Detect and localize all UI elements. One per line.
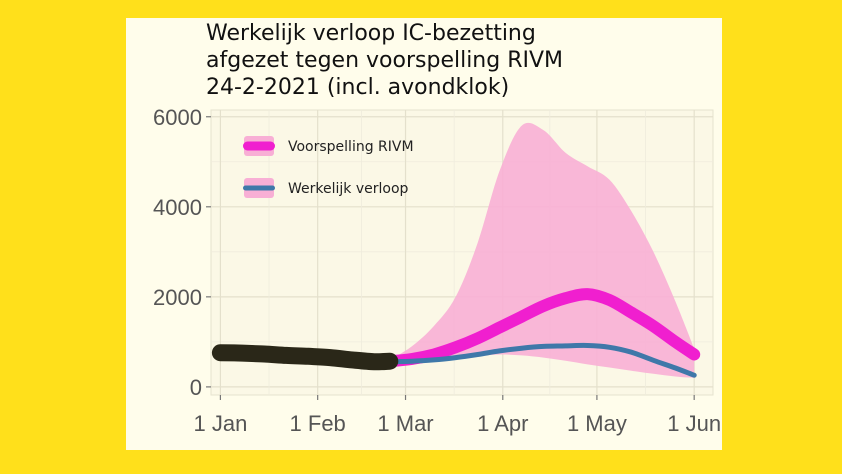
- x-tick-label: 1 Jun: [667, 411, 721, 436]
- chart-card: Werkelijk verloop IC-bezetting afgezet t…: [126, 18, 722, 450]
- chart-title: Werkelijk verloop IC-bezetting afgezet t…: [206, 20, 716, 101]
- history-line: [211, 344, 399, 371]
- x-tick-label: 1 May: [567, 411, 627, 436]
- y-tick-label: 4000: [153, 195, 202, 220]
- forecast-band: [389, 122, 695, 378]
- legend-label-actual: Werkelijk verloop: [288, 181, 409, 197]
- y-tick-label: 6000: [153, 105, 202, 130]
- y-tick-label: 0: [190, 375, 202, 400]
- x-tick-label: 1 Jan: [193, 411, 247, 436]
- forecast-line: [383, 288, 701, 368]
- chart-title-line-2: afgezet tegen voorspelling RIVM: [206, 48, 564, 73]
- legend-line-forecast: [243, 141, 275, 151]
- x-tick-label: 1 Feb: [290, 411, 346, 436]
- legend: Voorspelling RIVM Werkelijk verloop: [243, 136, 414, 198]
- actual-line: [387, 342, 697, 378]
- legend-label-forecast: Voorspelling RIVM: [288, 139, 414, 155]
- y-axis-ticks: 0 2000 4000 6000: [153, 105, 211, 400]
- x-axis-ticks: 1 Jan 1 Feb 1 Mar 1 Apr 1 May 1 Jun: [193, 395, 721, 436]
- chart-title-line-3: 24-2-2021 (incl. avondklok): [206, 75, 510, 100]
- x-tick-label: 1 Mar: [377, 411, 433, 436]
- legend-line-actual: [243, 185, 275, 191]
- series-lines-layer: [211, 288, 701, 378]
- chart-title-line-1: Werkelijk verloop IC-bezetting: [206, 21, 536, 46]
- forecast-band-layer: [389, 122, 695, 378]
- x-tick-label: 1 Apr: [477, 411, 528, 436]
- y-tick-label: 2000: [153, 285, 202, 310]
